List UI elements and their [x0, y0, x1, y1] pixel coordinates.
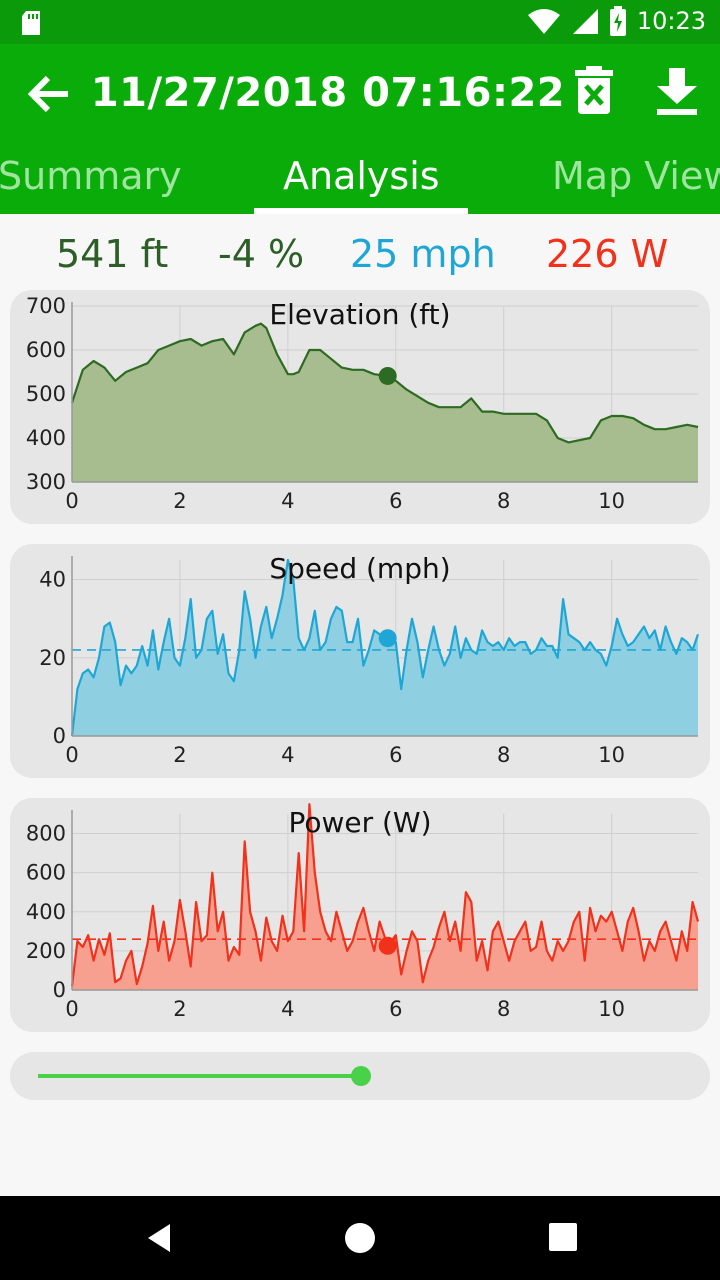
grade-value: -4 % [218, 232, 305, 276]
elevation-area [72, 323, 698, 482]
wifi-icon [527, 9, 560, 34]
download-icon[interactable] [654, 68, 700, 116]
elevation-xtick-label: 0 [65, 489, 78, 513]
speed-chart-title: Speed (mph) [269, 552, 450, 585]
speed-value: 25 mph [350, 232, 496, 276]
power-xtick-label: 0 [65, 997, 78, 1021]
elevation-xtick-label: 4 [281, 489, 294, 513]
tab-indicator [254, 208, 468, 214]
tab-bar: Summary Analysis Map View [0, 142, 720, 214]
power-value: 226 W [546, 232, 669, 276]
app-bar: 11/27/2018 07:16:22 [0, 44, 720, 142]
power-area [72, 804, 698, 990]
nav-home-icon[interactable] [344, 1222, 376, 1254]
elevation-xtick-label: 10 [598, 489, 625, 513]
timeline-slider[interactable] [10, 1052, 710, 1100]
sd-card-icon [22, 11, 40, 35]
power-ytick-label: 400 [26, 900, 66, 924]
nav-back-icon[interactable] [144, 1222, 172, 1254]
arrow-left-icon[interactable] [24, 68, 76, 120]
elevation-ytick-label: 700 [26, 294, 66, 318]
signal-icon [572, 9, 598, 34]
elevation-chart-title: Elevation (ft) [269, 298, 450, 331]
speed-xtick-label: 8 [497, 743, 510, 767]
nav-recents-icon[interactable] [548, 1222, 578, 1252]
elevation-ytick-label: 300 [26, 470, 66, 494]
navigation-bar [0, 1196, 720, 1280]
power-xtick-label: 4 [281, 997, 294, 1021]
speed-chart-panel[interactable]: 0 20 40 0 2 4 6 8 10 Speed (mph) [10, 544, 710, 778]
power-cursor-point [378, 936, 397, 955]
tab-summary[interactable]: Summary [0, 154, 182, 198]
speed-ytick-label: 40 [39, 568, 66, 592]
status-bar: 10:23 [0, 0, 720, 44]
power-chart-title: Power (W) [288, 806, 431, 839]
elevation-xtick-label: 2 [173, 489, 186, 513]
elevation-value: 541 ft [56, 232, 169, 276]
speed-xtick-label: 6 [389, 743, 402, 767]
power-line [70, 803, 700, 987]
tab-analysis[interactable]: Analysis [283, 154, 440, 198]
power-xtick-label: 8 [497, 997, 510, 1021]
status-time: 10:23 [636, 7, 706, 35]
power-xtick-label: 2 [173, 997, 186, 1021]
power-xtick-label: 10 [598, 997, 625, 1021]
speed-ytick-label: 20 [39, 646, 66, 670]
battery-charging-icon [609, 6, 626, 36]
elevation-cursor-point [378, 366, 397, 385]
power-ytick-label: 800 [26, 822, 66, 846]
elevation-chart-panel[interactable]: 300 400 500 600 700 0 2 4 6 8 10 Elevation (ft) [10, 290, 710, 524]
speed-xtick-label: 4 [281, 743, 294, 767]
elevation-line [70, 322, 699, 444]
elevation-ytick-label: 400 [26, 426, 66, 450]
elevation-ytick-label: 600 [26, 338, 66, 362]
stats-row: 541 ft -4 % 25 mph 226 W [0, 224, 720, 284]
power-xtick-label: 6 [389, 997, 402, 1021]
speed-xtick-label: 0 [65, 743, 78, 767]
tab-map-view[interactable]: Map View [552, 154, 720, 198]
speed-cursor-point [378, 629, 397, 648]
slider-track [38, 1074, 361, 1078]
power-ytick-label: 600 [26, 861, 66, 885]
elevation-xtick-label: 6 [389, 489, 402, 513]
trash-icon[interactable] [574, 66, 614, 114]
power-ytick-label: 200 [26, 939, 66, 963]
speed-ytick-label: 0 [53, 724, 66, 748]
elevation-ytick-label: 500 [26, 382, 66, 406]
page-title: 11/27/2018 07:16:22 [90, 70, 566, 116]
speed-chart: 0 20 40 0 2 4 6 8 10 Speed (mph) [39, 552, 700, 767]
elevation-xtick-label: 8 [497, 489, 510, 513]
power-chart: 0 200 400 600 800 0 2 4 6 8 10 Power (W) [26, 803, 700, 1021]
power-chart-panel[interactable]: 0 200 400 600 800 0 2 4 6 8 10 Power (W) [10, 798, 710, 1032]
elevation-chart: 300 400 500 600 700 0 2 4 6 8 10 Elevation (ft) [26, 294, 699, 513]
speed-area [72, 560, 698, 736]
speed-xtick-label: 10 [598, 743, 625, 767]
power-ytick-label: 0 [53, 978, 66, 1002]
speed-xtick-label: 2 [173, 743, 186, 767]
slider-thumb[interactable] [351, 1066, 371, 1086]
